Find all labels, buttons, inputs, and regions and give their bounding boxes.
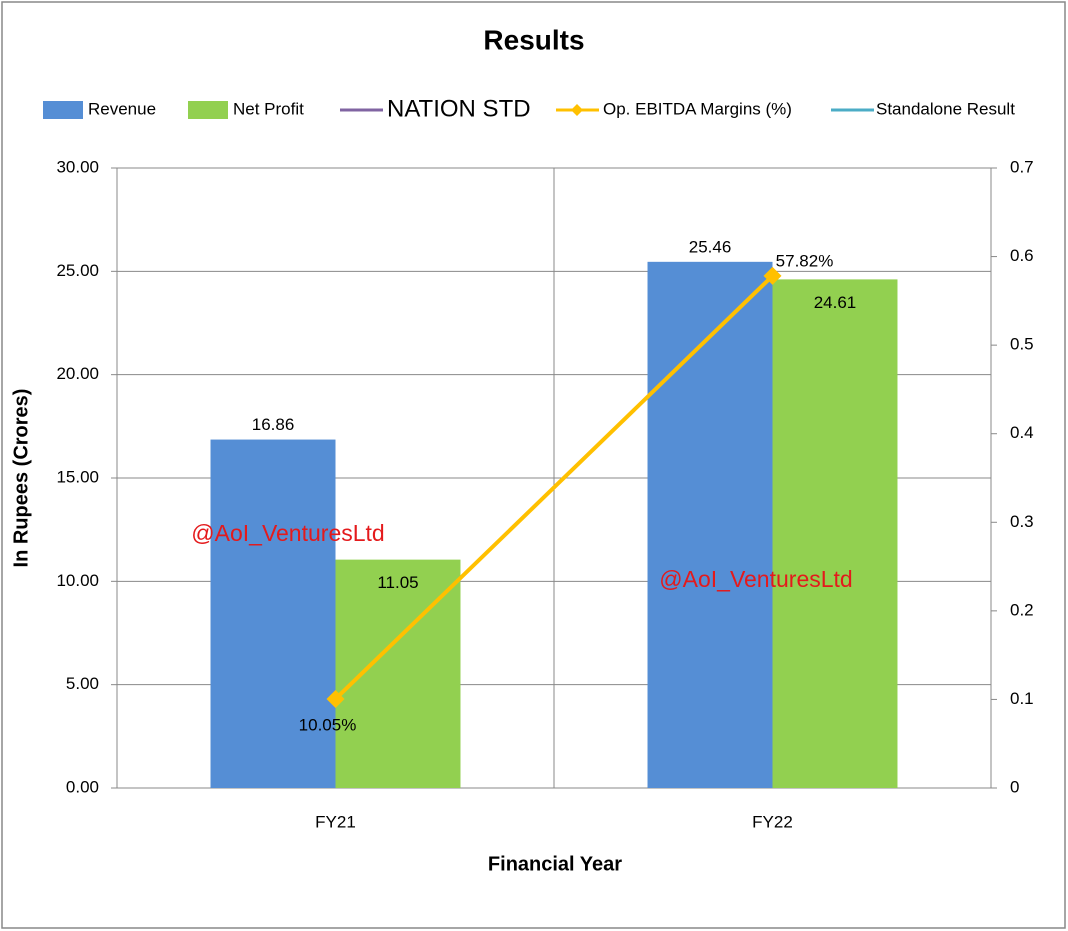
- line-value-label: 57.82%: [776, 251, 834, 270]
- line-marker: [326, 689, 345, 708]
- legend-swatch: [188, 101, 228, 119]
- y-tick-label: 0.00: [66, 777, 99, 796]
- line: [334, 274, 774, 701]
- y2-tick-label: 0.2: [1010, 600, 1034, 619]
- y2-tick-label: 0: [1010, 777, 1019, 796]
- line-marker: [763, 266, 782, 285]
- y2-tick-label: 0.5: [1010, 335, 1034, 354]
- bar-value-label: 16.86: [252, 415, 295, 434]
- y-tick-label: 10.00: [56, 571, 99, 590]
- y2-tick-label: 0.6: [1010, 246, 1034, 265]
- legend-swatch: [43, 101, 83, 119]
- bar: [772, 279, 898, 788]
- watermark: @AoI_VenturesLtd: [659, 566, 852, 592]
- y-axis-label: In Rupees (Crores): [10, 389, 32, 568]
- bar-value-label: 11.05: [377, 573, 418, 592]
- y-tick-label: 25.00: [56, 261, 99, 280]
- x-tick-label: FY22: [752, 812, 793, 831]
- bar: [210, 439, 336, 788]
- legend-label: NATION STD: [387, 95, 531, 122]
- chart-title: Results: [483, 24, 584, 55]
- legend-label: Standalone Result: [876, 99, 1015, 118]
- bar-value-label: 24.61: [814, 293, 857, 312]
- y2-tick-label: 0.3: [1010, 512, 1034, 531]
- bar-value-label: 25.46: [689, 237, 732, 256]
- y-tick-label: 20.00: [56, 364, 99, 383]
- y2-tick-label: 0.1: [1010, 689, 1034, 708]
- line-value-label: 10.05%: [299, 715, 357, 734]
- bar: [647, 261, 773, 788]
- x-tick-label: FY21: [315, 812, 356, 831]
- y2-tick-label: 0.4: [1010, 423, 1034, 442]
- x-axis-label: Financial Year: [488, 853, 622, 875]
- y-tick-label: 30.00: [56, 157, 99, 176]
- y-tick-label: 5.00: [66, 674, 99, 693]
- watermark: @AoI_VenturesLtd: [191, 520, 384, 546]
- plot-frame: [116, 167, 992, 789]
- legend-marker: [571, 104, 583, 116]
- y2-tick-label: 0.7: [1010, 157, 1034, 176]
- y-tick-label: 15.00: [56, 467, 99, 486]
- legend-label: Revenue: [88, 99, 156, 118]
- legend-label: Net Profit: [233, 99, 304, 118]
- legend-label: Op. EBITDA Margins (%): [603, 99, 792, 118]
